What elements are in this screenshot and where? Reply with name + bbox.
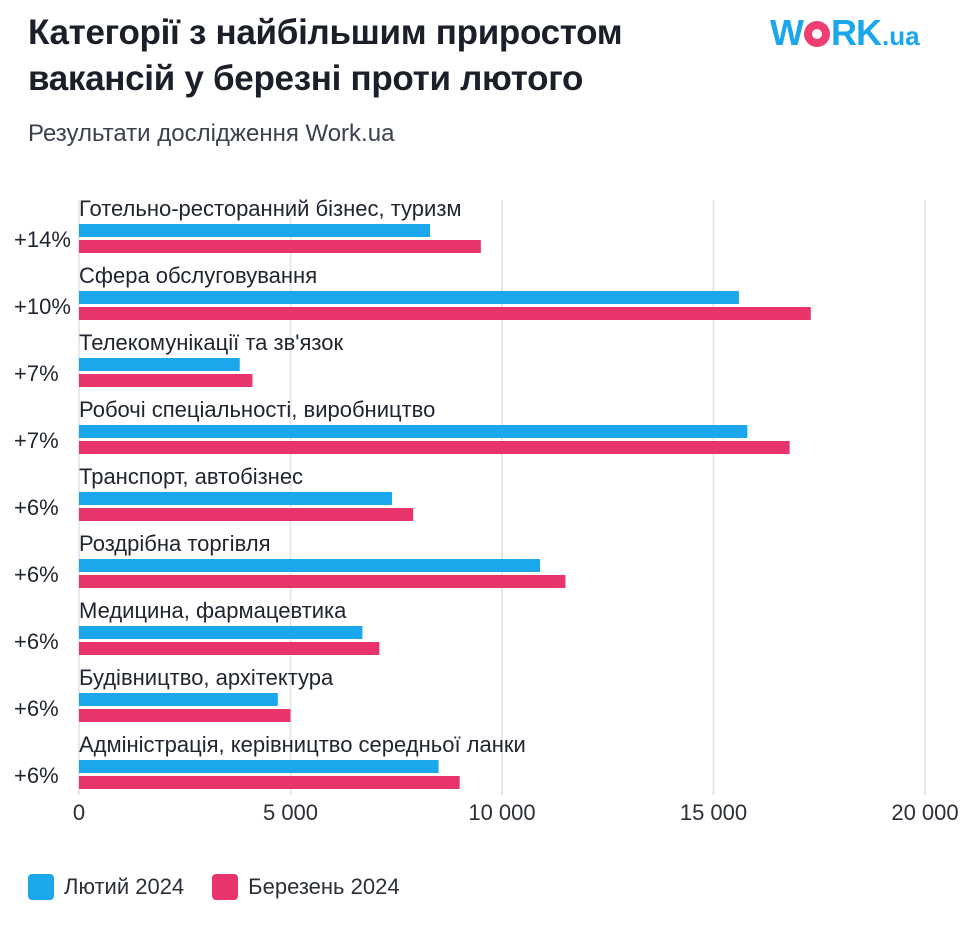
x-tick-label: 0 [73,800,85,825]
bar-mar [79,709,291,722]
logo-text-ua: .ua [881,21,920,51]
bar-mar [79,508,414,521]
bar-mar [79,441,790,454]
category-label: Адміністрація, керівництво середньої лан… [79,732,526,757]
category-label: Сфера обслуговування [79,263,317,288]
x-axis: 0 5 000 10 000 15 000 20 000 [73,800,959,825]
category-label: Транспорт, автобізнес [79,464,303,489]
x-tick-label: 20 000 [891,800,958,825]
bar-mar [79,307,811,320]
bar-feb [79,425,748,438]
bar-mar [79,642,380,655]
logo-target-icon [803,21,830,47]
growth-label: +7% [14,428,59,453]
growth-label: +6% [14,629,59,654]
growth-label: +6% [14,562,59,587]
growth-label: +6% [14,763,59,788]
legend-label-mar: Березень 2024 [248,874,400,899]
legend-swatch-feb [28,874,54,900]
bar-feb [79,291,739,304]
legend: Лютий 2024 Березень 2024 [28,874,428,900]
bar-mar [79,240,481,253]
growth-label: +6% [14,696,59,721]
category-label: Медицина, фармацевтика [79,598,347,623]
bar-feb [79,760,439,773]
growth-label: +14% [14,227,71,252]
legend-item-feb: Лютий 2024 [28,874,184,900]
bar-feb [79,693,278,706]
category-label: Роздрібна торгівля [79,531,271,556]
bar-feb [79,492,393,505]
legend-label-feb: Лютий 2024 [64,874,185,899]
growth-label: +10% [14,294,71,319]
legend-swatch-mar [212,874,239,900]
logo-text-w: W [770,12,804,53]
bar-feb [79,358,240,371]
work-ua-logo: W RK .ua [770,12,920,53]
category-label: Робочі спеціальності, виробництво [79,397,435,422]
bar-mar [79,776,460,789]
logo-text-rk: RK [830,12,882,53]
chart-subtitle: Результати дослідження Work.ua [28,120,395,147]
category-label: Телекомунікації та зв'язок [79,330,343,355]
x-tick-label: 10 000 [468,800,535,825]
chart-title-line-2: вакансій у березні проти лютого [28,59,584,98]
chart-title: Категорії з найбільшим приростом вакансі… [28,10,623,102]
chart-title-line-1: Категорії з найбільшим приростом [28,13,623,52]
bar-mar [79,575,566,588]
x-tick-label: 5 000 [263,800,318,825]
x-tick-label: 15 000 [680,800,747,825]
growth-label: +6% [14,495,59,520]
legend-item-mar: Березень 2024 [212,874,400,900]
category-label: Готельно-ресторанний бізнес, туризм [79,196,462,221]
category-label: Будівництво, архітектура [79,665,334,690]
bar-mar [79,374,253,387]
category-labels: Готельно-ресторанний бізнес, туризм +14% С… [14,196,526,788]
bar-feb [79,626,363,639]
growth-label: +7% [14,361,59,386]
bar-feb [79,559,541,572]
bar-feb [79,224,431,237]
bars [79,224,811,789]
